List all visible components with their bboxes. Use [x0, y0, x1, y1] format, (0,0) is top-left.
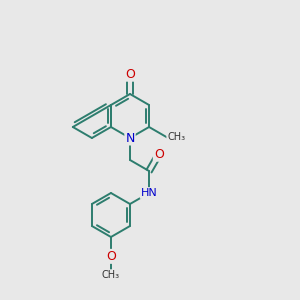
Text: O: O	[154, 148, 164, 161]
Text: O: O	[125, 68, 135, 81]
Text: HN: HN	[141, 188, 158, 198]
Text: N: N	[125, 131, 135, 145]
Text: CH₃: CH₃	[102, 270, 120, 280]
Text: O: O	[106, 250, 116, 263]
Text: CH₃: CH₃	[167, 133, 185, 142]
